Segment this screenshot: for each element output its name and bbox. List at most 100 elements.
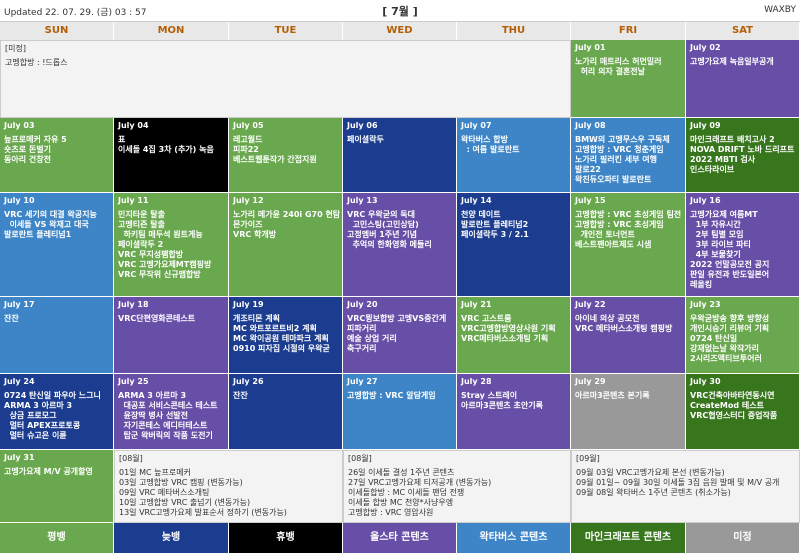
day-cell: July 05 레고월드 피파22 베스트웹툰작가 간접지원 — [229, 118, 343, 193]
month-note: [08월] 01일 MC 늪프로메커 03일 고멩합방 VRC 캠핑 (변동가능) 0… — [114, 450, 343, 523]
event: 노가리 메가윤 240i G70 현탐 — [233, 210, 341, 219]
day-date: July 29 — [575, 377, 606, 386]
event: 멀터 슈고은 이륜 — [4, 431, 67, 440]
event: 고멩합방 : VRC 청춘게임 — [575, 145, 664, 154]
event: 피파거리 — [347, 324, 377, 333]
day-cell: July 03 늪프로메커 자유 5 숏츠로 돈벌기 동아리 건창전 — [0, 118, 114, 193]
day-cell: July 22 아이네 의상 공모전 VRC 메타버스소개팅 캠핑방 — [571, 297, 686, 374]
month-note: [09월] 09월 03일 VRC고멩가요제 본선 (변동가능) 09월 01일~ … — [571, 450, 800, 523]
event: 고멩가요제 M/V 공개할영 — [4, 467, 93, 476]
event: 인스타라이브 — [690, 165, 735, 174]
event: 레올킹 — [690, 280, 713, 289]
day-cell: July 19 개조티몬 계획 MC 와트포르트비2 계획 MC 왁이공원 테마파크 … — [229, 297, 343, 374]
day-cell: July 15 고멩합방 : VRC 초성게임 팀전 고멩합방 : VRC 초성게임… — [571, 193, 686, 297]
event: 하키팀 매두석 원트게능 — [118, 230, 203, 239]
event: 고멩합방 : VRC 초성게임 팀전 — [575, 210, 682, 219]
day-cell: July 10 VRC 세기의 대결 왁공지능 이세돌 VS 왁재고 대국 발로란트… — [0, 193, 114, 297]
event: 피파22 — [233, 145, 259, 154]
day-cell: July 06 페이셜락두 — [343, 118, 457, 193]
note-label: [08월] — [119, 454, 143, 463]
event: VRC 고스트룸 — [461, 314, 512, 323]
event: 왁친듀오파티 발로란트 — [575, 175, 652, 184]
event: 09월 03일 VRC고멩가요제 본선 (변동가능) — [576, 468, 725, 477]
event: 아이네 의상 공모전 — [575, 314, 640, 323]
event: 페이셜락두 2 — [118, 240, 164, 249]
event: 13일 VRC고멩가요제 발표순서 정하기 (변동가능) — [119, 508, 287, 517]
event: 27일 VRC고멩가요제 티저공개 (변동가능) — [348, 478, 492, 487]
month: [ 7월 ] — [382, 5, 418, 18]
event: 4부 보물찾기 — [690, 250, 741, 259]
event: 자기콘테스 에디터테스트 — [118, 421, 208, 430]
day-cell: July 23 우왁굳방송 향후 방향성 개인시승기 리뷰어 기획 0724 탄신일 강… — [686, 297, 800, 374]
event: 10일 고멩합방 VRC 출넘기 (변동가능) — [119, 498, 251, 507]
event: 동아리 건창전 — [4, 155, 51, 164]
event: 고정멤버 1주년 기념 — [347, 230, 418, 239]
event: VRC 무지성팸합방 — [118, 250, 184, 259]
event: 노가리 필러킨 세부 여행 — [575, 155, 657, 164]
event: 아르마3콘텐츠 초안기록 — [461, 401, 543, 410]
event: 고멩가요제 여름MT — [690, 210, 758, 219]
event: 고멩합방 : VRC 영압사원 — [348, 508, 434, 517]
day-cell: July 09 마인크래프트 배치고사 2 NOVA DRIFT 노바 드리프트 20… — [686, 118, 800, 193]
day-date: July 17 — [4, 300, 35, 309]
event: 개인시승기 리뷰어 기획 — [690, 324, 770, 333]
day-cell: July 08 BMW의 고멩무스우 구독체 고멩합방 : VRC 청춘게임 노가리 … — [571, 118, 686, 193]
event: 고민스팅(고민상담) — [347, 220, 419, 229]
weekday: SUN — [0, 22, 114, 40]
event: 고멩티즌 탈출 — [118, 220, 165, 229]
event: 멀터 APEX프로토콩 — [4, 421, 81, 430]
legend-item: 늦뱅 — [114, 523, 229, 553]
day-cell: July 21 VRC 고스트룸 VRC고멩합방영상사원 기획 VRC메타버스소개팅 … — [457, 297, 571, 374]
day-cell: July 30 VRC건축아바타연동시연 CreateMod 테스트 VRC협영스터디… — [686, 374, 800, 450]
event: 0724 탄신일 — [690, 334, 738, 343]
day-date: July 12 — [233, 196, 264, 205]
event: 베스트웹툰작가 간접지원 — [233, 155, 317, 164]
day-cell: July 02 고멩가요제 녹음일부공개 — [686, 40, 800, 118]
legend-item: 휴뱅 — [229, 523, 343, 553]
event: 베스트팬아트제도 시샘 — [575, 240, 652, 249]
day-cell: July 13 VRC 우왁굳의 둑대 고민스팅(고민상담) 고정멤버 1주년 기념… — [343, 193, 457, 297]
day-cell: July 16 고멩가요제 여름MT 1부 자유시간 2부 팀별 모임 3부 라이… — [686, 193, 800, 297]
note-label: [09월] — [576, 454, 600, 463]
day-cell: July 29 아르마3콘텐츠 본기록 — [571, 374, 686, 450]
day-date: July 21 — [461, 300, 492, 309]
day-date: July 23 — [690, 300, 721, 309]
event: VRC고멩합방영상사원 기획 — [461, 324, 556, 333]
day-date: July 15 — [575, 196, 606, 205]
updated: Updated 22. 07. 29. (금) 03 : 57 — [4, 8, 147, 18]
event: 발로22 — [575, 165, 601, 174]
day-date: July 26 — [233, 377, 264, 386]
event: 2022 MBTI 검사 — [690, 155, 756, 164]
event: 늪프로메커 자유 5 — [4, 135, 67, 144]
event: VRC 고멩가요제MT캠핑방 — [118, 260, 212, 269]
legend-item: 평뱅 — [0, 523, 114, 553]
day-date: July 01 — [575, 43, 606, 52]
event: ARMA 3 아르마 3 — [118, 391, 187, 400]
event: Stray 스트레이 — [461, 391, 518, 400]
event: 01일 MC 늪프로메커 — [119, 468, 191, 477]
day-date: July 07 — [461, 121, 492, 130]
event: 페이셜락두 — [347, 135, 384, 144]
day-date: July 20 — [347, 300, 378, 309]
day-date: July 13 — [347, 196, 378, 205]
event: VRC메타버스소개팅 기획 — [461, 334, 549, 343]
event: 추억의 한화영화 메들리 — [347, 240, 432, 249]
event: VRC협영스터디 증업작품 — [690, 411, 778, 420]
day-cell: July 17 잔잔 — [0, 297, 114, 374]
user: WAXBY — [764, 5, 796, 15]
day-cell: July 12 노가리 메가윤 240i G70 현탐 몬가이즈 VRC 학개방 — [229, 193, 343, 297]
event: 이세돌 VS 왁재고 대국 — [4, 220, 89, 229]
legend-item: 올스타 콘텐츠 — [343, 523, 457, 553]
event: 0910 피자집 시절의 우왁굳 — [233, 344, 330, 353]
event: VRC단편영화콘테스트 — [118, 314, 196, 323]
event: 3부 라이브 파티 — [690, 240, 751, 249]
event: 발로란트 플레티넘1 — [4, 230, 72, 239]
note-label: [08월] — [348, 454, 372, 463]
weekday: WED — [343, 22, 457, 40]
event: BMW의 고멩무스우 구독체 — [575, 135, 670, 144]
event: 개인전 토너먼트 — [575, 230, 635, 239]
day-cell: July 28 Stray 스트레이 아르마3콘텐츠 초안기록 — [457, 374, 571, 450]
day-cell: July 24 0724 탄신일 파우아 느그니 ARMA 3 아르마 3 상금 프… — [0, 374, 114, 450]
day-date: July 16 — [690, 196, 721, 205]
day-cell: July 14 천양 데이트 발로란트 플레티넘2 페이셜락두 3 / 2.1 — [457, 193, 571, 297]
